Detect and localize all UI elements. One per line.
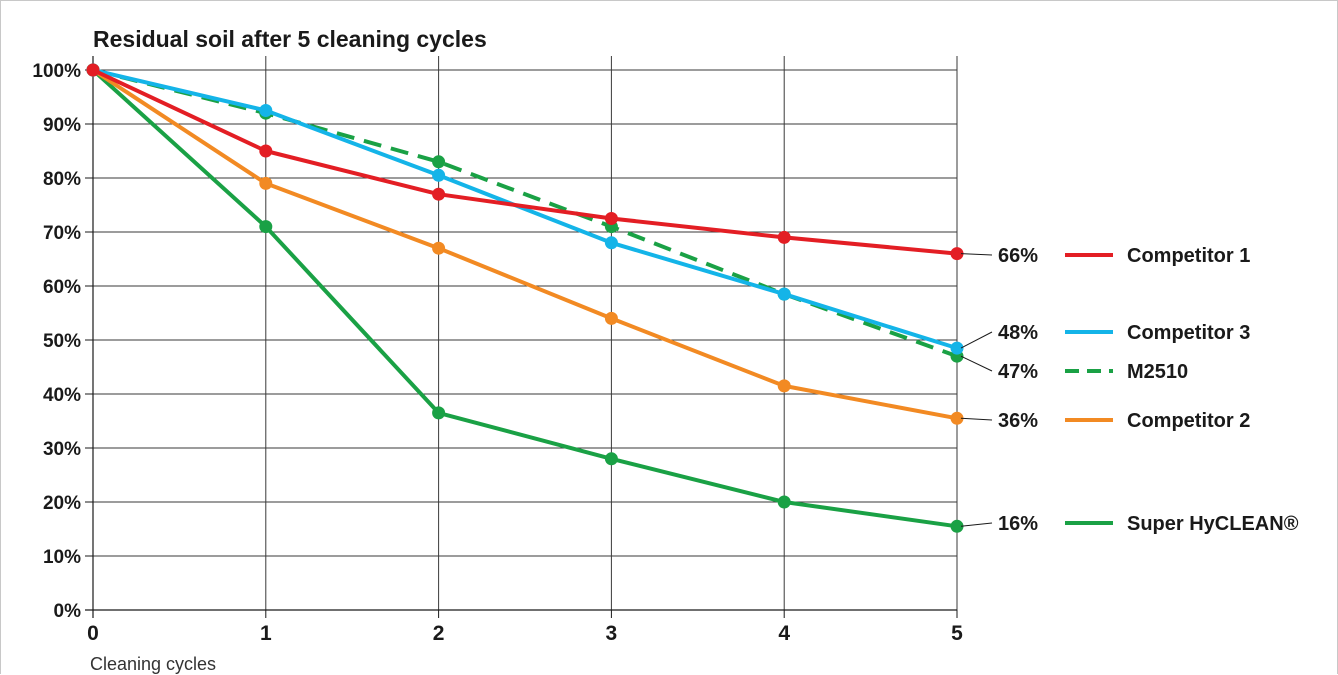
series-point	[950, 411, 964, 425]
series-line	[91, 68, 959, 256]
x-tick-label: 3	[606, 622, 618, 645]
legend-entry-name: Competitor 3	[1127, 322, 1250, 344]
x-axis-label: Cleaning cycles	[90, 654, 216, 674]
series-point	[604, 212, 618, 225]
grid	[93, 56, 958, 610]
series-point	[604, 452, 618, 466]
series-point	[950, 519, 964, 533]
x-tick-label: 4	[778, 622, 790, 645]
chart-title: Residual soil after 5 cleaning cycles	[93, 26, 487, 52]
series-point	[86, 63, 100, 77]
axes: 0% 10% 20% 30% 40% 50% 60% 70% 80% 90% 100% 0 1 2 3 4 5	[32, 56, 963, 645]
series-point	[604, 311, 618, 325]
series-point	[777, 230, 791, 244]
y-tick-label: 10%	[43, 547, 81, 568]
label-leader-line	[960, 522, 993, 527]
y-tick-label: 0%	[54, 601, 82, 622]
end-value-label: 16%	[998, 513, 1038, 535]
legend-entry-name: Competitor 2	[1127, 410, 1250, 432]
series-point	[432, 241, 446, 255]
x-tick-label: 1	[260, 622, 272, 645]
end-value-label: 36%	[998, 410, 1038, 432]
series-lines	[86, 63, 964, 533]
label-leader-line	[960, 331, 993, 349]
series-point	[432, 187, 446, 201]
y-tick-label: 40%	[43, 385, 81, 406]
series-line	[91, 68, 959, 421]
x-tick-label: 5	[951, 622, 963, 645]
series-point	[777, 495, 791, 509]
y-tick-label: 50%	[43, 331, 81, 352]
label-leader-line	[960, 253, 993, 256]
y-tick-label: 20%	[43, 493, 81, 514]
series-point	[259, 220, 273, 234]
series-point	[777, 379, 791, 393]
legend-entry-name: Super HyCLEAN®	[1127, 513, 1299, 535]
y-tick-label: 80%	[43, 169, 81, 190]
legend-entry-name: Competitor 1	[1127, 245, 1250, 267]
legend: 66% Competitor 1 48% Competitor 3 47% M2510 36…	[960, 245, 1299, 535]
label-leader-line	[960, 355, 993, 372]
series-point	[950, 341, 964, 355]
x-tick-label: 2	[433, 622, 445, 645]
legend-entry-name: M2510	[1127, 361, 1188, 383]
series-point	[259, 176, 273, 190]
series-point	[950, 247, 964, 261]
series-line	[92, 68, 958, 359]
series-point	[604, 236, 618, 250]
y-tick-label: 70%	[43, 223, 81, 244]
y-tick-label: 30%	[43, 439, 81, 460]
y-tick-label: 60%	[43, 277, 81, 298]
series-line	[91, 68, 959, 529]
series-point	[777, 287, 791, 301]
end-value-label: 66%	[998, 245, 1038, 267]
series-point	[259, 144, 273, 158]
series-point	[432, 155, 446, 169]
x-tick-label: 0	[87, 622, 99, 645]
y-tick-label: 100%	[32, 61, 81, 82]
y-tick-label: 90%	[43, 115, 81, 136]
series-line	[91, 68, 959, 351]
series-point	[432, 168, 446, 182]
end-value-label: 48%	[998, 322, 1038, 344]
label-leader-line	[960, 417, 993, 421]
series-point	[259, 104, 273, 117]
end-value-label: 47%	[998, 361, 1038, 383]
series-point	[432, 406, 446, 420]
